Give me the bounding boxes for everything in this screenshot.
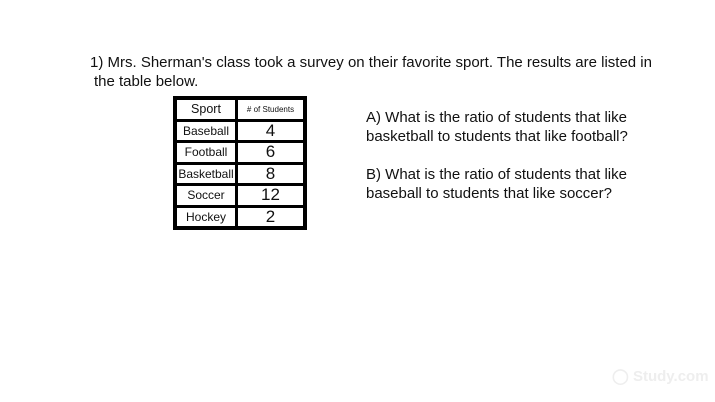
question-b: B) What is the ratio of students that li…: [366, 165, 706, 203]
sport-cell: Football: [177, 143, 235, 162]
questions: A) What is the ratio of students that li…: [366, 108, 706, 222]
question-a: A) What is the ratio of students that li…: [366, 108, 706, 146]
table-row: Soccer 12: [177, 186, 303, 205]
count-cell: 2: [238, 207, 303, 226]
header-sport: Sport: [177, 100, 235, 119]
table-header: Sport # of Students: [177, 100, 303, 119]
problem-line-2: the table below.: [94, 73, 199, 90]
problem-line-1: 1) Mrs. Sherman's class took a survey on…: [90, 54, 652, 71]
sport-cell: Baseball: [177, 121, 235, 140]
table-row: Hockey 2: [177, 207, 303, 226]
count-cell: 6: [238, 143, 303, 162]
sport-cell: Soccer: [177, 186, 235, 205]
table-row: Football 6: [177, 143, 303, 162]
watermark-text: Study.com: [632, 368, 709, 385]
survey-table: Sport # of Students Baseball 4 Football 6 …: [173, 96, 307, 230]
count-cell: 4: [238, 121, 303, 140]
sport-cell: Hockey: [177, 207, 235, 226]
table-row: Basketball 8: [177, 164, 303, 183]
header-students: # of Students: [238, 100, 303, 119]
question-b-line-2: baseball to students that like soccer?: [366, 185, 612, 202]
count-cell: 8: [238, 164, 303, 183]
question-a-line-1: A) What is the ratio of students that li…: [366, 109, 627, 126]
watermark: ◯ Study.com: [612, 368, 709, 385]
table-row: Baseball 4: [177, 121, 303, 140]
question-a-line-2: basketball to students that like footbal…: [366, 128, 628, 145]
count-cell: 12: [238, 186, 303, 205]
problem-statement: 1) Mrs. Sherman's class took a survey on…: [90, 53, 690, 91]
question-b-line-1: B) What is the ratio of students that li…: [366, 166, 627, 183]
sport-cell: Basketball: [177, 164, 235, 183]
